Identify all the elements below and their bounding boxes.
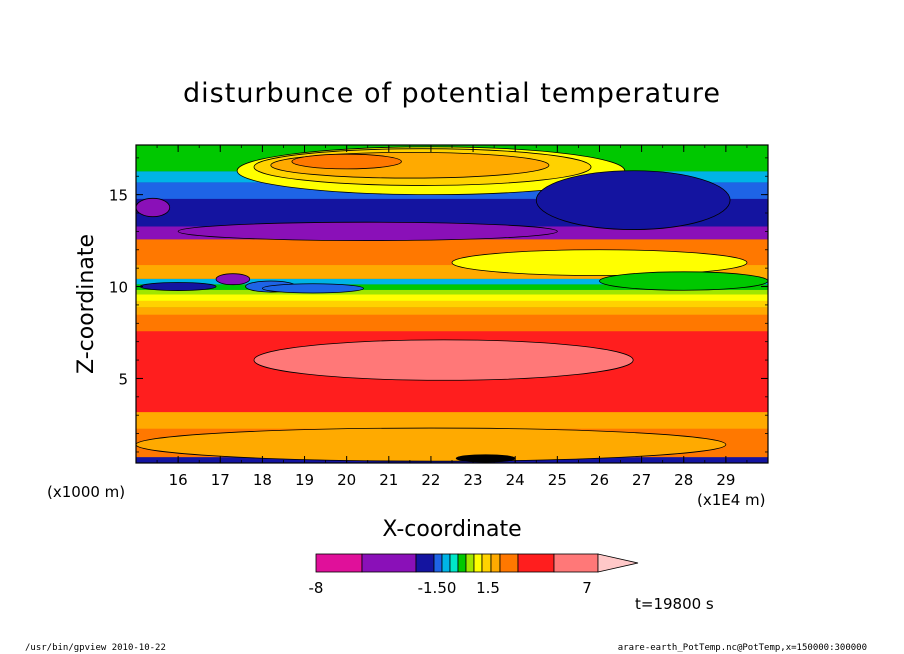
time-label: t=19800 s xyxy=(635,595,714,613)
colorbar-label-1: -1.50 xyxy=(418,579,457,597)
colorbar-swatch-9 xyxy=(481,553,492,573)
x-tick-label-12: 28 xyxy=(674,471,693,489)
contour-blob-14 xyxy=(215,273,251,286)
x-tick-label-4: 20 xyxy=(337,471,356,489)
colorbar-swatch-4 xyxy=(441,553,451,573)
colorbar-swatch-8 xyxy=(473,553,483,573)
x-tick-label-9: 25 xyxy=(548,471,567,489)
contour-blob-8 xyxy=(599,271,768,291)
contour-blob-15 xyxy=(455,454,516,463)
colorbar-swatch-3 xyxy=(433,553,443,573)
colorbar-label-0: -8 xyxy=(309,579,324,597)
x-tick-label-11: 27 xyxy=(632,471,651,489)
colorbar-swatch-1 xyxy=(361,553,417,573)
contour-band-7 xyxy=(136,293,768,301)
contour-blob-5 xyxy=(291,153,402,170)
contour-band-4 xyxy=(136,314,768,332)
x-tick-label-7: 23 xyxy=(464,471,483,489)
plot-area xyxy=(135,144,769,464)
contour-blob-7 xyxy=(451,249,748,276)
contour-blob-6 xyxy=(535,170,731,230)
colorbar-label-2: 1.5 xyxy=(476,579,500,597)
y-tick-label-2: 15 xyxy=(109,187,128,205)
contour-band-6 xyxy=(136,300,768,308)
contour-band-8 xyxy=(136,289,768,295)
x-tick-label-2: 18 xyxy=(253,471,272,489)
colorbar-swatch-5 xyxy=(449,553,459,573)
footer-left: /usr/bin/gpview 2010-10-22 xyxy=(25,643,166,653)
y-axis-ticks: 5 10 15 xyxy=(109,157,768,453)
colorbar-swatch-10 xyxy=(490,553,501,573)
x-unit-right: (x1E4 m) xyxy=(697,491,766,509)
x-tick-label-10: 26 xyxy=(590,471,609,489)
x-tick-label-6: 22 xyxy=(421,471,440,489)
contour-band-5 xyxy=(136,306,768,315)
x-tick-label-1: 17 xyxy=(211,471,230,489)
x-unit-left: (x1000 m) xyxy=(47,483,125,501)
contour-blob-12 xyxy=(261,283,364,294)
footer-right: arare-earth_PotTemp.nc@PotTemp,x=150000:… xyxy=(618,643,867,653)
x-tick-label-0: 16 xyxy=(169,471,188,489)
colorbar-swatch-12 xyxy=(517,553,555,573)
x-tick-label-5: 21 xyxy=(379,471,398,489)
contour-band-2 xyxy=(136,411,768,429)
x-tick-label-13: 29 xyxy=(716,471,735,489)
x-axis-label: X-coordinate xyxy=(382,517,521,542)
x-tick-label-3: 19 xyxy=(295,471,314,489)
colorbar-swatch-7 xyxy=(465,553,475,573)
colorbar-swatch-6 xyxy=(457,553,467,573)
contour-band-10 xyxy=(136,278,768,285)
y-tick-label-1: 10 xyxy=(109,279,128,297)
colorbar: -8 -1.50 1.5 7 xyxy=(309,553,639,597)
contour-blob-10 xyxy=(136,197,171,218)
colorbar-swatch-0 xyxy=(315,553,363,573)
colorbar-swatch-11 xyxy=(499,553,519,573)
x-axis-ticks: 16 17 18 19 20 21 22 23 24 25 26 27 28 29 xyxy=(135,145,769,489)
chart-title: disturbunce of potential temperature xyxy=(183,78,721,109)
colorbar-swatch-13 xyxy=(553,553,599,573)
y-axis-label: Z-coordinate xyxy=(74,234,99,374)
contour-blob-0 xyxy=(253,339,634,381)
y-tick-label-0: 5 xyxy=(118,370,128,388)
colorbar-label-3: 7 xyxy=(582,579,592,597)
colorbar-swatch-2 xyxy=(415,553,435,573)
x-tick-label-8: 24 xyxy=(506,471,525,489)
contour-band-9 xyxy=(136,283,768,290)
colorbar-arrow xyxy=(597,553,639,573)
contour-blob-9 xyxy=(177,221,558,241)
contour-blob-13 xyxy=(139,282,217,291)
